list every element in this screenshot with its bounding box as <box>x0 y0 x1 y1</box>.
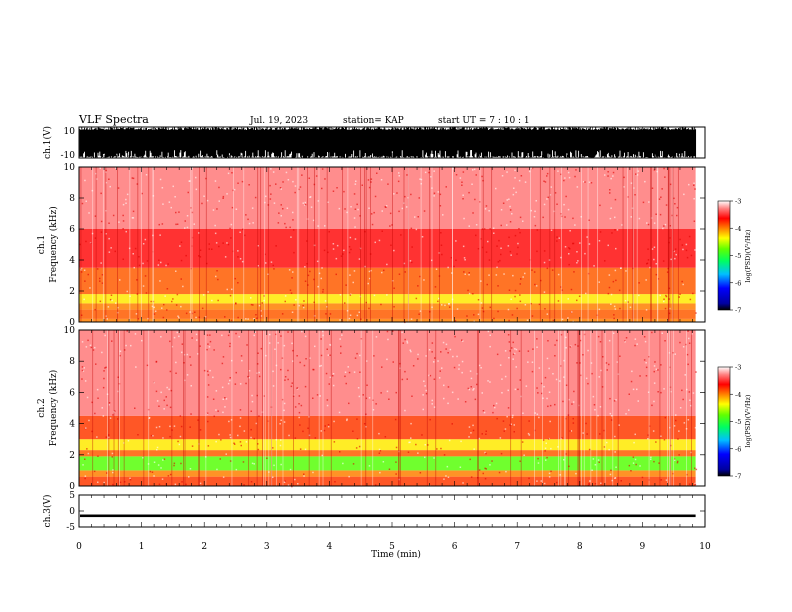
colorbar-tick-label: -6 <box>735 445 741 453</box>
ch2-spectrogram-band <box>79 330 696 416</box>
ch1-spectrogram-band <box>79 229 696 268</box>
ch1-spectrogram-band <box>79 294 696 304</box>
ch1-spectrogram-band <box>79 318 696 322</box>
ch3-trace <box>80 514 696 518</box>
ch1-trace <box>79 127 697 158</box>
start-ut-label: start UT = 7 : 10 : 1 <box>438 116 530 126</box>
x-tick-labels: 0 1 2 3 4 5 6 7 8 9 10 <box>76 542 711 552</box>
ch1-spectrogram-ytick-label: 2 <box>69 287 75 297</box>
ch1-spectrogram-band <box>79 309 696 319</box>
ch1-spectrogram-texture <box>79 167 697 324</box>
ch1-spectrogram-ytick-label: 8 <box>69 194 75 204</box>
figure-title: VLF Spectra <box>78 113 149 126</box>
ch1-spectrogram-band <box>79 303 696 310</box>
ch2-colorbar-gradient <box>717 366 731 477</box>
colorbar-tick-label: -4 <box>735 391 741 399</box>
x-tick-label: 10 <box>699 542 711 552</box>
ch1-spectrogram-ytick-label: 10 <box>64 163 76 173</box>
ch1-spectrogram-ylabel-channel: ch.1 <box>37 235 47 254</box>
colorbar-tick-label: -4 <box>735 225 741 233</box>
x-tick-label: 3 <box>264 542 270 552</box>
x-tick-label: 8 <box>577 542 583 552</box>
ch2-spectrogram-texture <box>81 330 698 488</box>
ch2-spectrogram-band <box>79 415 696 440</box>
date-label: Jul. 19, 2023 <box>249 116 308 126</box>
ch1-colorbar-gradient <box>717 200 731 311</box>
colorbar-tick-label: -3 <box>735 198 741 206</box>
ch1-spectrogram-ytick-label: 0 <box>69 318 75 328</box>
colorbar-tick-label: -7 <box>735 307 741 315</box>
ch1-spectrogram-band <box>79 267 696 295</box>
ch2-spectrogram-ytick-label: 4 <box>69 420 75 430</box>
x-tick-label: 9 <box>640 542 646 552</box>
ch1-spectrogram-panel: 0 2 4 6 8 10 ch.1 Frequency (kHz) <box>37 163 706 328</box>
ch2-spectrogram-ytick-label: 10 <box>64 326 76 336</box>
colorbar-tick-label: -7 <box>735 473 741 481</box>
ch2-colorbar-label: log(PSD)(V²/Hz) <box>744 394 752 447</box>
ch2-spectrogram-panel: 0 2 4 6 8 10 ch.2 Frequency (kHz) <box>37 326 706 492</box>
x-tick-label: 1 <box>139 542 145 552</box>
colorbar-tick-label: -5 <box>735 252 741 260</box>
ch3-ytick-label: 5 <box>69 491 75 501</box>
ch3-ylabel: ch.3(V) <box>42 495 53 528</box>
x-axis-label: Time (min) <box>371 549 421 560</box>
ch1-spectrogram-ytick-label: 6 <box>69 225 75 235</box>
ch2-spectrogram-band <box>79 470 696 477</box>
ch3-ytick-label: 0 <box>69 507 75 517</box>
ch1-ylabel: ch.1(V) <box>42 126 53 159</box>
ch2-spectrogram-band <box>79 450 696 457</box>
ch2-spectrogram-ytick-label: 2 <box>69 451 75 461</box>
x-tick-label: 7 <box>514 542 520 552</box>
ch1-spectrogram-ylabel-freq: Frequency (kHz) <box>48 206 59 283</box>
x-tick-label: 2 <box>201 542 207 552</box>
ch1-colorbar-label: log(PSD)(V²/Hz) <box>744 229 752 282</box>
ch2-spectrogram-ytick-label: 0 <box>69 482 75 492</box>
ch2-spectrogram-band <box>79 476 696 486</box>
ch3-waveform-panel: 5 0 -5 ch.3(V) <box>42 491 706 533</box>
x-tick-label: 6 <box>452 542 458 552</box>
ch1-ytick-label: 10 <box>64 127 76 137</box>
x-tick-label: 0 <box>76 542 82 552</box>
ch2-colorbar: -3 -4 -5 -6 -7 log(PSD)(V²/Hz) <box>717 364 752 481</box>
colorbar-tick-label: -3 <box>735 364 741 372</box>
ch1-spectrogram-ytick-label: 4 <box>69 256 75 266</box>
ch1-ytick-label: -10 <box>61 151 76 161</box>
ch1-spectrogram-band <box>79 167 696 229</box>
colorbar-tick-label: -5 <box>735 418 741 426</box>
colorbar-tick-label: -6 <box>735 279 741 287</box>
x-tick-label: 4 <box>327 542 333 552</box>
ch1-waveform-panel: 10 -10 ch.1(V) <box>42 126 706 161</box>
station-label: station= KAP <box>343 116 404 126</box>
ch1-colorbar: -3 -4 -5 -6 -7 log(PSD)(V²/Hz) <box>717 198 752 315</box>
ch2-spectrogram-ylabel-channel: ch.2 <box>37 398 47 417</box>
ch2-spectrogram-band <box>79 456 696 471</box>
ch2-spectrogram-ytick-label: 6 <box>69 388 75 398</box>
ch2-spectrogram-ylabel-freq: Frequency (kHz) <box>48 370 59 447</box>
ch2-spectrogram-band <box>79 439 696 451</box>
x-tick-label: 5 <box>389 542 395 552</box>
ch2-spectrogram-ytick-label: 8 <box>69 357 75 367</box>
ch3-ytick-label: -5 <box>66 523 75 533</box>
